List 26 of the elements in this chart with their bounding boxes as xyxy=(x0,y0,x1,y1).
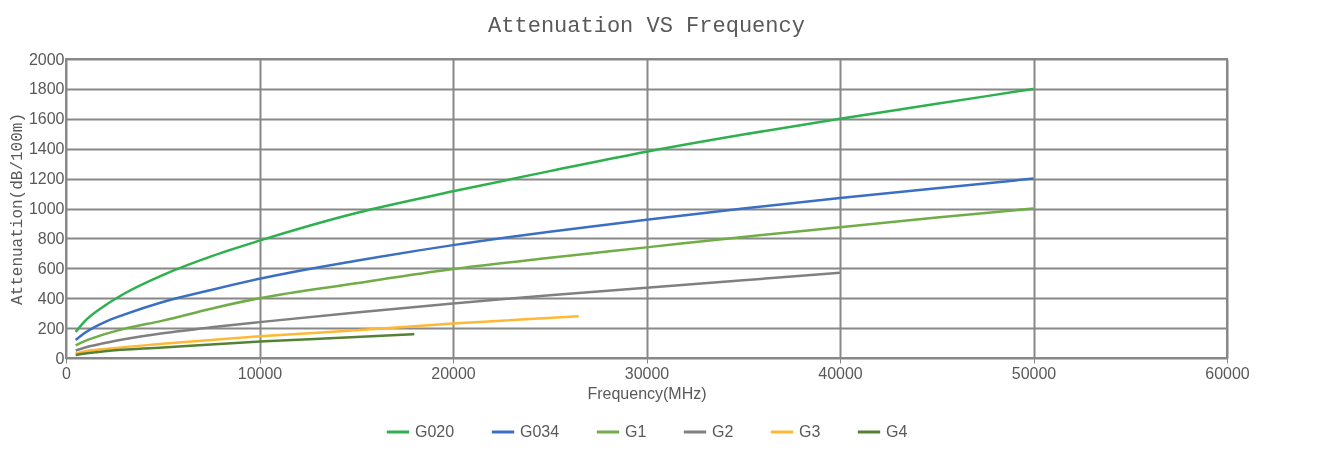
x-tick-label: 60000 xyxy=(1205,364,1250,382)
y-tick-label: 1400 xyxy=(28,140,65,158)
legend-label: G034 xyxy=(520,423,560,440)
y-axis-title: Attenuation(dB/100m) xyxy=(8,112,27,306)
y-tick-label: 1800 xyxy=(28,80,65,98)
legend-label: G2 xyxy=(712,423,734,440)
y-tick-label: 400 xyxy=(37,289,65,307)
x-tick-label: 40000 xyxy=(818,364,863,382)
legend-label: G1 xyxy=(625,423,647,440)
y-tick-label: 2000 xyxy=(28,50,65,68)
y-tick-label: 1000 xyxy=(28,200,65,217)
legend-label: G020 xyxy=(415,423,455,440)
y-tick-label: 1200 xyxy=(28,170,65,188)
chart-title: Attenuation VS Frequency xyxy=(488,14,805,39)
y-tick-label: 200 xyxy=(37,319,65,337)
x-tick-label: 20000 xyxy=(431,364,476,382)
x-tick-label: 50000 xyxy=(1011,364,1057,382)
x-tick-label: 30000 xyxy=(624,364,670,382)
legend-label: G4 xyxy=(886,423,908,440)
y-tick-label: 1600 xyxy=(28,110,65,128)
x-axis-title: Frequency(MHz) xyxy=(587,384,707,402)
legend-label: G3 xyxy=(799,423,821,440)
y-tick-label: 600 xyxy=(37,259,65,277)
x-tick-label: 10000 xyxy=(237,364,283,382)
y-tick-label: 0 xyxy=(55,349,65,367)
y-tick-label: 800 xyxy=(37,229,65,247)
